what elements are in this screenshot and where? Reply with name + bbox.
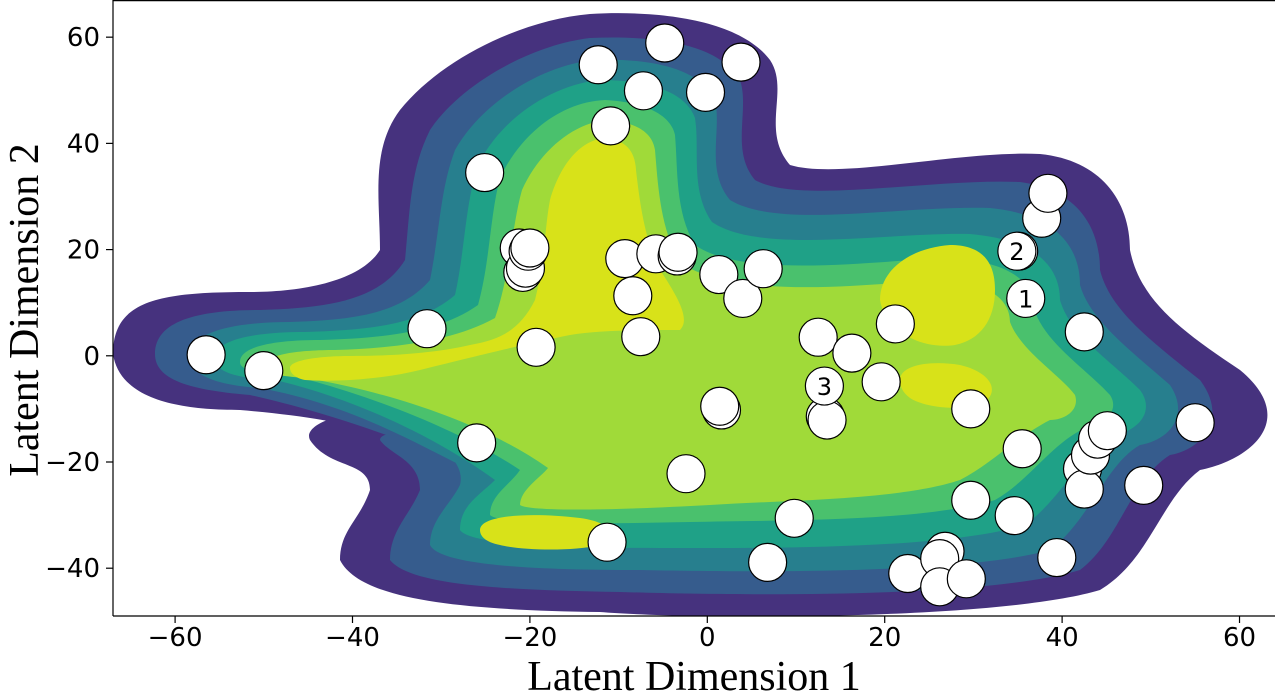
y-tick-label: 0 — [83, 342, 100, 372]
x-tick-label: 40 — [1046, 623, 1079, 653]
x-ticks: −60 −40 −20 0 20 40 60 — [148, 616, 1256, 653]
data-point — [1002, 429, 1042, 469]
point-annotation-label: 1 — [1018, 285, 1033, 313]
data-point — [516, 327, 556, 367]
data-point — [1064, 469, 1104, 509]
data-points — [186, 23, 1215, 607]
annotated-point — [997, 231, 1037, 271]
x-tick-label: −20 — [502, 623, 557, 653]
data-point — [621, 317, 661, 357]
data-point — [875, 304, 915, 344]
data-point — [700, 386, 740, 426]
data-point — [699, 254, 739, 295]
data-point — [861, 362, 901, 402]
data-point — [666, 454, 706, 494]
data-point — [465, 152, 505, 193]
y-ticks: −40 −20 0 20 40 60 — [45, 23, 113, 584]
data-point — [774, 498, 814, 538]
x-tick-label: −40 — [325, 623, 380, 653]
data-point — [457, 423, 497, 463]
data-point — [721, 42, 761, 82]
data-point — [946, 559, 986, 599]
contour-level-7 — [290, 138, 995, 550]
data-point — [951, 389, 991, 429]
x-tick-label: 0 — [699, 623, 716, 653]
data-point — [951, 480, 991, 520]
data-point — [623, 71, 664, 111]
point-annotations: 1 2 3 — [804, 231, 1046, 406]
data-point — [1028, 173, 1068, 213]
y-axis-label: Latent Dimension 2 — [2, 143, 48, 477]
data-point — [244, 351, 284, 391]
data-point — [748, 542, 788, 582]
data-point — [591, 106, 631, 146]
data-point — [1064, 312, 1104, 352]
data-point — [645, 23, 685, 63]
data-point — [658, 232, 698, 272]
x-tick-label: 20 — [868, 623, 901, 653]
y-tick-label: −20 — [45, 448, 100, 478]
data-point — [743, 249, 783, 289]
data-point — [1037, 537, 1077, 578]
data-point — [807, 400, 847, 440]
data-point — [685, 72, 726, 113]
data-point — [578, 45, 618, 85]
x-tick-label: 60 — [1223, 623, 1256, 653]
point-annotation-label: 2 — [1009, 238, 1024, 266]
data-point — [832, 333, 872, 373]
y-tick-label: −40 — [45, 554, 100, 584]
data-point — [994, 496, 1034, 536]
y-tick-label: 20 — [67, 236, 100, 266]
y-tick-label: 60 — [67, 23, 100, 53]
data-point — [407, 309, 447, 349]
annotated-point — [1006, 278, 1046, 319]
data-point — [1124, 465, 1164, 505]
data-point — [723, 278, 763, 319]
point-annotation-label: 3 — [817, 373, 832, 401]
x-axis-label: Latent Dimension 1 — [527, 654, 861, 698]
axes-frame — [112, 0, 1275, 617]
data-point — [186, 335, 226, 375]
data-point — [798, 317, 838, 357]
density-contours — [113, 13, 1268, 616]
data-point — [1175, 403, 1215, 443]
data-point — [587, 522, 627, 562]
data-point — [510, 228, 550, 268]
x-tick-label: −60 — [148, 623, 203, 653]
data-point — [1087, 411, 1127, 451]
data-point — [613, 276, 653, 316]
y-tick-label: 40 — [67, 129, 100, 159]
annotated-point — [804, 366, 844, 406]
